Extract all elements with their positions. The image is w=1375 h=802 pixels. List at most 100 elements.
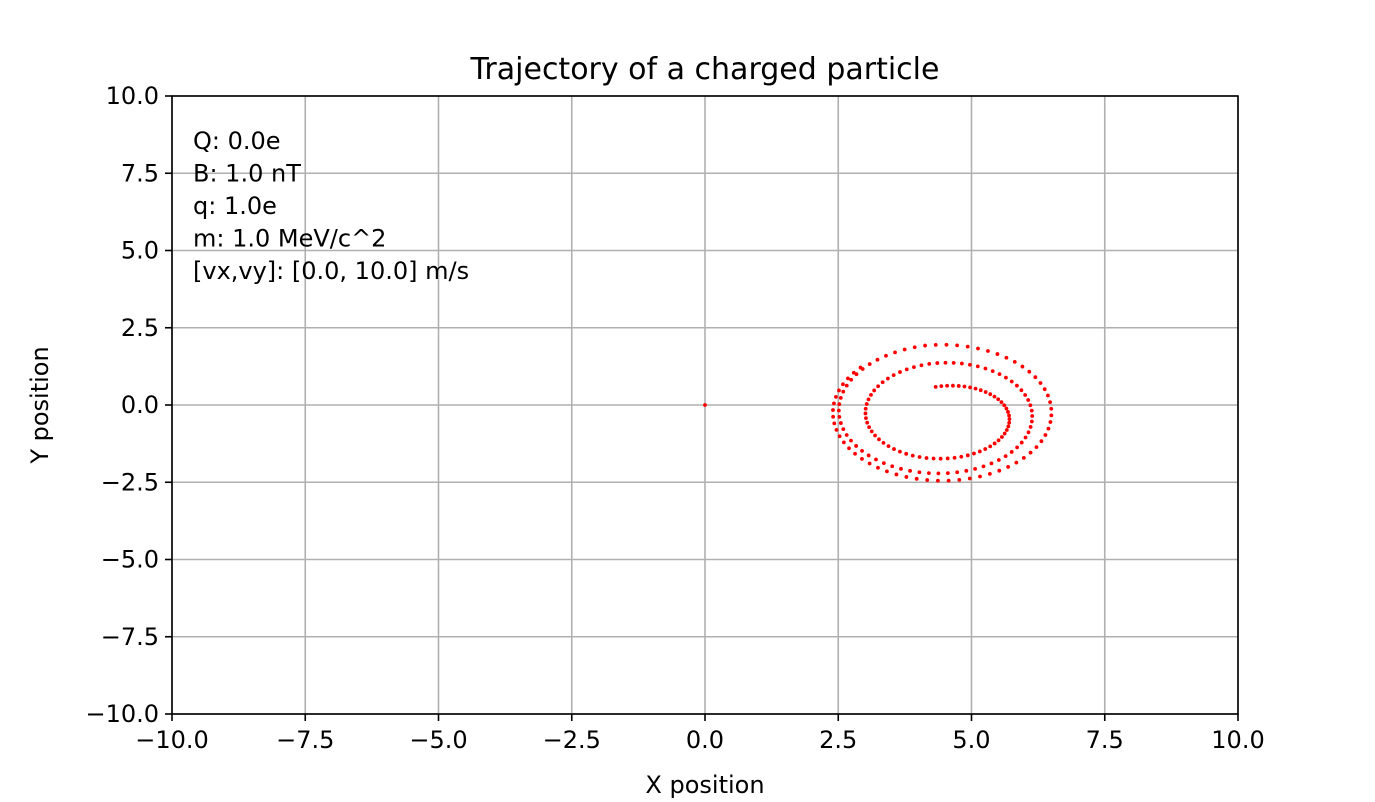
data-point bbox=[1020, 364, 1025, 369]
data-point bbox=[917, 455, 922, 459]
data-point bbox=[973, 386, 978, 391]
data-point bbox=[831, 408, 835, 412]
data-point bbox=[951, 361, 956, 365]
annotation-line: q: 1.0e bbox=[193, 192, 277, 220]
data-point bbox=[936, 471, 941, 476]
data-point bbox=[956, 384, 961, 388]
data-point bbox=[992, 394, 997, 399]
data-point bbox=[910, 453, 915, 458]
data-point bbox=[945, 471, 950, 476]
data-point bbox=[999, 400, 1004, 405]
data-point bbox=[1028, 450, 1033, 455]
data-point bbox=[1004, 428, 1009, 432]
data-point bbox=[837, 414, 842, 419]
data-point bbox=[849, 377, 854, 382]
data-point bbox=[912, 345, 917, 350]
data-point bbox=[981, 464, 986, 469]
data-point bbox=[899, 466, 903, 471]
data-point bbox=[1004, 375, 1008, 380]
data-point bbox=[877, 437, 881, 442]
data-point bbox=[846, 376, 850, 381]
data-point bbox=[881, 461, 886, 466]
data-point bbox=[967, 476, 972, 481]
data-point bbox=[1033, 375, 1038, 380]
data-point bbox=[945, 383, 949, 388]
data-point bbox=[854, 444, 859, 448]
data-point bbox=[1049, 406, 1054, 411]
data-point bbox=[1009, 379, 1014, 384]
data-point bbox=[990, 369, 995, 374]
data-point bbox=[1043, 433, 1048, 437]
data-point bbox=[988, 444, 993, 449]
data-point bbox=[867, 461, 872, 466]
data-point bbox=[919, 363, 924, 368]
data-point bbox=[1007, 413, 1011, 418]
data-point bbox=[933, 342, 938, 347]
data-point bbox=[885, 469, 889, 474]
data-point bbox=[851, 370, 856, 375]
data-point bbox=[952, 455, 957, 460]
data-point bbox=[1006, 424, 1011, 429]
data-point bbox=[865, 420, 870, 425]
data-point bbox=[703, 403, 707, 407]
y-tick-label: 10.0 bbox=[106, 82, 159, 110]
data-point bbox=[1030, 414, 1035, 418]
data-point bbox=[876, 465, 880, 470]
x-tick-label: 5.0 bbox=[952, 726, 990, 754]
data-point bbox=[1015, 445, 1020, 450]
data-point bbox=[864, 416, 868, 420]
x-tick-label: 0.0 bbox=[686, 726, 724, 754]
data-point bbox=[968, 385, 972, 390]
data-point bbox=[860, 456, 864, 461]
data-point bbox=[891, 373, 896, 378]
data-point bbox=[876, 384, 881, 389]
data-point bbox=[986, 349, 990, 353]
data-points bbox=[703, 342, 1054, 483]
data-point bbox=[866, 453, 871, 458]
data-point bbox=[844, 433, 849, 437]
data-point bbox=[997, 372, 1002, 377]
annotation-line: m: 1.0 MeV/c^2 bbox=[193, 225, 386, 253]
data-point bbox=[995, 352, 1000, 356]
data-point bbox=[836, 408, 841, 413]
data-point bbox=[1014, 460, 1019, 465]
data-point bbox=[904, 475, 909, 479]
data-point bbox=[898, 449, 902, 454]
data-point bbox=[936, 478, 940, 483]
y-axis-label: Y position bbox=[26, 346, 54, 464]
data-point bbox=[1026, 430, 1031, 435]
y-tick-label: −7.5 bbox=[101, 623, 159, 651]
data-point bbox=[841, 389, 846, 394]
data-point bbox=[904, 367, 909, 372]
data-point bbox=[866, 397, 871, 402]
x-tick-label: −10.0 bbox=[135, 726, 209, 754]
data-point bbox=[841, 440, 846, 445]
data-point bbox=[1046, 426, 1051, 431]
data-point bbox=[1023, 393, 1028, 397]
y-tick-label: 0.0 bbox=[121, 391, 159, 419]
data-point bbox=[1000, 435, 1004, 439]
data-point bbox=[1038, 381, 1043, 385]
data-point bbox=[983, 366, 988, 371]
data-point bbox=[988, 392, 993, 397]
data-point bbox=[997, 468, 1002, 473]
data-point bbox=[931, 456, 936, 461]
data-point bbox=[894, 472, 899, 477]
data-point bbox=[867, 362, 872, 367]
data-point bbox=[1004, 355, 1009, 360]
data-point bbox=[1027, 369, 1032, 374]
data-point bbox=[837, 434, 842, 439]
x-tick-label: 2.5 bbox=[819, 726, 857, 754]
data-point bbox=[975, 364, 980, 369]
data-point bbox=[1021, 455, 1026, 460]
chart-title: Trajectory of a charged particle bbox=[470, 52, 940, 87]
y-tick-label: 7.5 bbox=[121, 159, 159, 187]
data-point bbox=[863, 406, 868, 411]
data-point bbox=[898, 370, 902, 374]
data-point bbox=[1003, 454, 1008, 459]
data-point bbox=[1028, 403, 1033, 408]
data-point bbox=[927, 362, 932, 366]
data-point bbox=[1009, 450, 1014, 454]
data-point bbox=[1048, 400, 1052, 404]
data-point bbox=[1006, 465, 1011, 469]
